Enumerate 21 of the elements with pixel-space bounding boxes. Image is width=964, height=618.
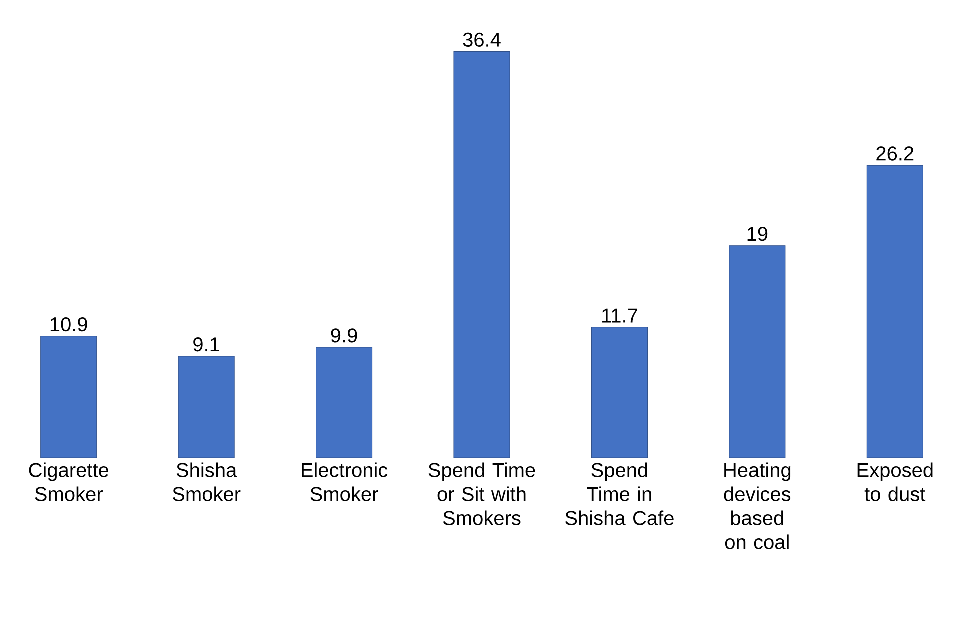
data-label: 26.2 <box>876 146 914 161</box>
bar <box>866 165 924 458</box>
bar <box>729 246 786 458</box>
x-tick-label: Electronic Smoker <box>302 462 388 502</box>
x-tick-label: Cigarette Smoker <box>29 462 109 502</box>
data-label: 19 <box>748 227 768 242</box>
data-label: 11.7 <box>602 308 638 323</box>
x-tick-label: Exposed to dust <box>858 462 933 502</box>
data-label: 36.4 <box>463 32 501 47</box>
x-tick-label: Spend Time or Sit with Smokers <box>428 462 536 526</box>
x-tick-label: Shisha Smoker <box>173 462 241 502</box>
bar <box>316 347 373 458</box>
bar <box>178 356 235 458</box>
bar <box>454 51 510 458</box>
bar <box>40 336 98 458</box>
x-tick-label: Heating devices based on coal <box>724 462 791 550</box>
data-label: 10.9 <box>50 317 88 332</box>
x-tick-label: Spend Time in Shisha Cafe <box>566 462 674 526</box>
data-label: 9.1 <box>194 338 220 352</box>
data-label: 9.9 <box>331 328 358 343</box>
bar <box>591 327 648 458</box>
